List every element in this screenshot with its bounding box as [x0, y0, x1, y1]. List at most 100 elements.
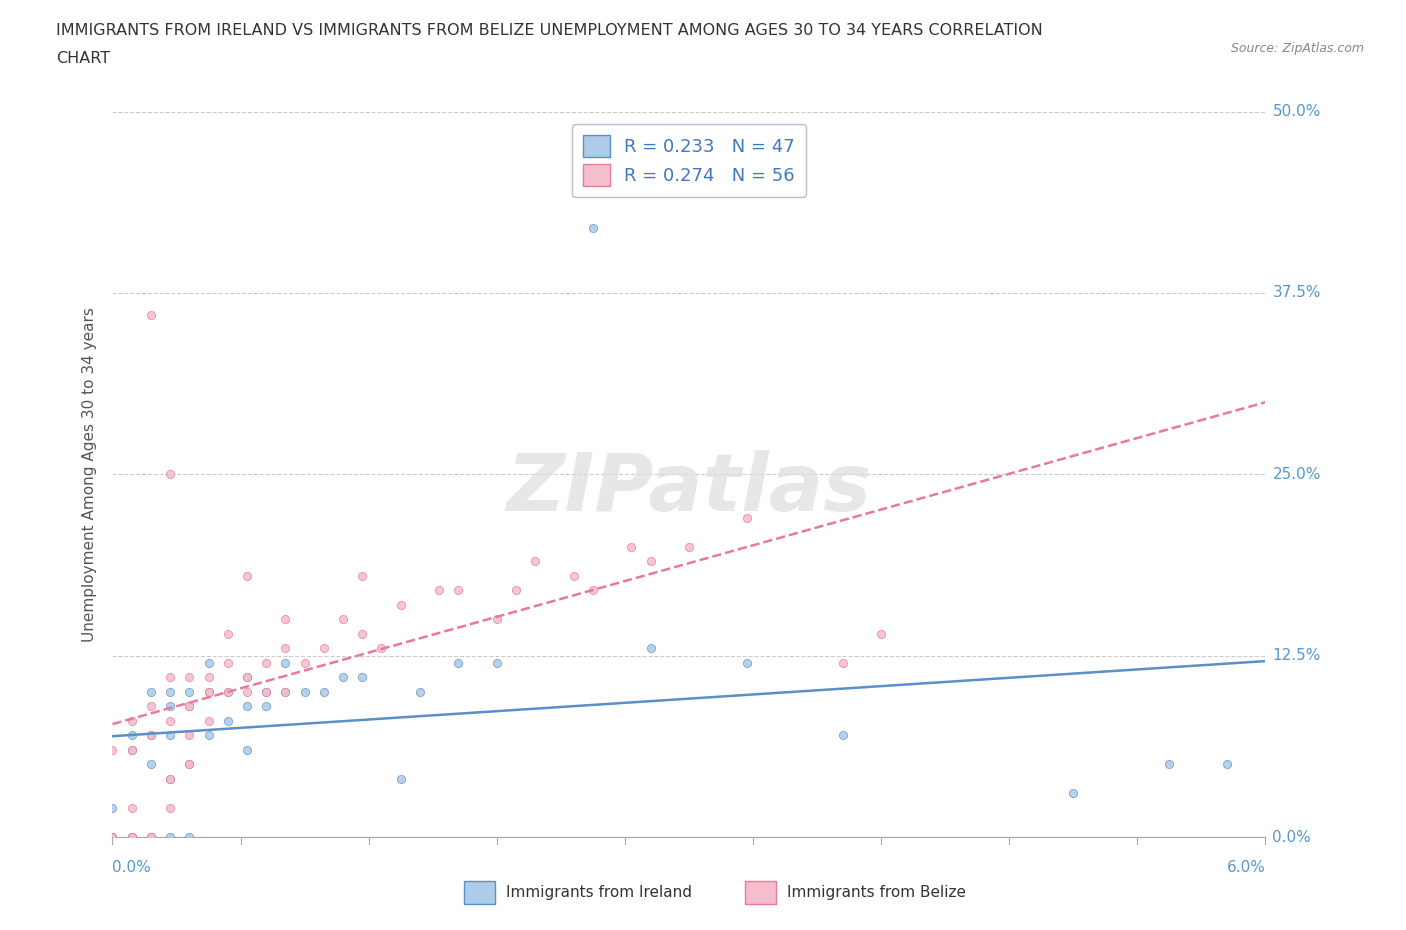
Point: [1216, 757, 1239, 772]
Point: [121, 830, 143, 844]
Point: [217, 684, 239, 699]
Text: 0.0%: 0.0%: [1272, 830, 1312, 844]
Point: [582, 220, 605, 235]
Point: [274, 684, 297, 699]
Point: [236, 684, 259, 699]
Point: [197, 684, 219, 699]
Point: [121, 742, 143, 757]
Point: [197, 713, 219, 728]
Point: [121, 830, 143, 844]
Point: [735, 656, 758, 671]
Text: ZIPatlas: ZIPatlas: [506, 450, 872, 528]
Point: [294, 656, 316, 671]
Point: [254, 656, 277, 671]
Point: [101, 830, 124, 844]
Point: [101, 830, 124, 844]
Text: 37.5%: 37.5%: [1272, 286, 1320, 300]
Point: [485, 612, 508, 627]
Point: [139, 728, 162, 743]
Point: [254, 684, 277, 699]
Point: [735, 511, 758, 525]
Point: [179, 728, 201, 743]
Y-axis label: Unemployment Among Ages 30 to 34 years: Unemployment Among Ages 30 to 34 years: [82, 307, 97, 642]
Point: [274, 612, 297, 627]
Point: [139, 684, 162, 699]
Point: [254, 699, 277, 714]
Point: [427, 583, 450, 598]
Point: [620, 539, 643, 554]
Point: [640, 641, 662, 656]
Point: [139, 830, 162, 844]
Point: [159, 772, 181, 787]
Point: [159, 772, 181, 787]
Point: [236, 742, 259, 757]
Point: [159, 801, 181, 816]
Point: [159, 684, 181, 699]
Point: [121, 728, 143, 743]
Text: 6.0%: 6.0%: [1226, 860, 1265, 875]
Point: [101, 742, 124, 757]
Point: [389, 597, 412, 612]
Point: [179, 830, 201, 844]
Point: [139, 757, 162, 772]
Point: [139, 699, 162, 714]
Point: [582, 583, 605, 598]
Point: [121, 830, 143, 844]
Point: [217, 713, 239, 728]
Point: [447, 583, 470, 598]
Point: [121, 830, 143, 844]
Point: [139, 307, 162, 322]
Point: [159, 670, 181, 684]
Point: [139, 830, 162, 844]
Point: [101, 830, 124, 844]
Point: [217, 656, 239, 671]
Point: [352, 568, 374, 583]
Point: [197, 728, 219, 743]
Point: [409, 684, 432, 699]
Text: CHART: CHART: [56, 51, 110, 66]
Point: [332, 670, 354, 684]
Point: [332, 612, 354, 627]
Point: [274, 656, 297, 671]
Point: [159, 699, 181, 714]
Text: Source: ZipAtlas.com: Source: ZipAtlas.com: [1230, 42, 1364, 55]
Point: [1062, 786, 1084, 801]
Point: [524, 554, 547, 569]
Point: [236, 670, 259, 684]
Point: [101, 801, 124, 816]
Legend: R = 0.233   N = 47, R = 0.274   N = 56: R = 0.233 N = 47, R = 0.274 N = 56: [572, 125, 806, 197]
Text: 12.5%: 12.5%: [1272, 648, 1320, 663]
Point: [505, 583, 527, 598]
Text: IMMIGRANTS FROM IRELAND VS IMMIGRANTS FROM BELIZE UNEMPLOYMENT AMONG AGES 30 TO : IMMIGRANTS FROM IRELAND VS IMMIGRANTS FR…: [56, 23, 1043, 38]
Point: [447, 656, 470, 671]
Point: [831, 656, 853, 671]
Point: [139, 830, 162, 844]
Point: [389, 772, 412, 787]
Point: [274, 684, 297, 699]
Point: [179, 757, 201, 772]
Point: [236, 568, 259, 583]
Point: [312, 684, 335, 699]
Point: [274, 641, 297, 656]
Point: [179, 670, 201, 684]
Point: [236, 670, 259, 684]
Text: 50.0%: 50.0%: [1272, 104, 1320, 119]
Point: [159, 728, 181, 743]
Point: [870, 627, 893, 642]
Point: [179, 699, 201, 714]
Point: [1159, 757, 1181, 772]
Point: [179, 699, 201, 714]
Point: [562, 568, 585, 583]
Point: [121, 801, 143, 816]
Point: [236, 699, 259, 714]
Point: [179, 684, 201, 699]
Point: [121, 742, 143, 757]
Point: [159, 713, 181, 728]
Point: [217, 684, 239, 699]
Text: 25.0%: 25.0%: [1272, 467, 1320, 482]
Point: [294, 684, 316, 699]
Point: [312, 641, 335, 656]
Point: [179, 757, 201, 772]
Point: [197, 656, 219, 671]
Point: [101, 830, 124, 844]
